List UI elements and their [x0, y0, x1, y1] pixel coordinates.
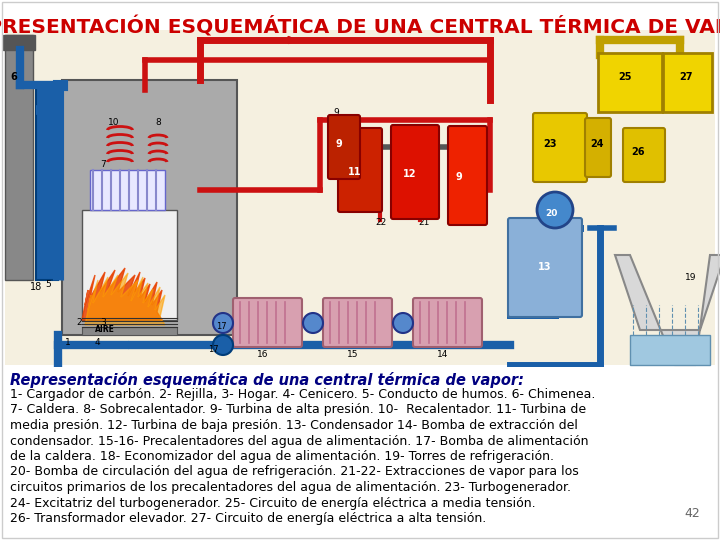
FancyBboxPatch shape — [448, 126, 487, 225]
Text: 24- Excitatriz del turbogenerador. 25- Circuito de energía eléctrica a media ten: 24- Excitatriz del turbogenerador. 25- C… — [10, 496, 536, 510]
Circle shape — [537, 192, 573, 228]
Text: AIRE: AIRE — [95, 325, 115, 334]
Text: 5: 5 — [45, 280, 50, 289]
Text: 23: 23 — [543, 139, 557, 149]
Text: 21: 21 — [418, 218, 429, 227]
Bar — [82, 327, 177, 335]
Text: 17: 17 — [216, 322, 227, 331]
FancyBboxPatch shape — [598, 53, 662, 112]
FancyBboxPatch shape — [391, 125, 439, 219]
FancyBboxPatch shape — [413, 298, 482, 347]
FancyBboxPatch shape — [328, 115, 360, 179]
Circle shape — [213, 313, 233, 333]
Text: 7- Caldera. 8- Sobrecalentador. 9- Turbina de alta presión. 10-  Recalentador. 1: 7- Caldera. 8- Sobrecalentador. 9- Turbi… — [10, 403, 586, 416]
Bar — [5, 367, 715, 535]
FancyBboxPatch shape — [338, 128, 382, 212]
Bar — [5, 35, 33, 280]
Circle shape — [213, 335, 233, 355]
Circle shape — [303, 313, 323, 333]
Text: 27: 27 — [679, 72, 693, 82]
FancyBboxPatch shape — [508, 218, 582, 317]
Bar — [36, 85, 58, 280]
Text: 15: 15 — [347, 350, 359, 359]
FancyBboxPatch shape — [663, 53, 712, 112]
Text: 19: 19 — [685, 273, 696, 282]
Text: 13: 13 — [538, 262, 552, 272]
Circle shape — [393, 313, 413, 333]
Polygon shape — [85, 273, 165, 325]
FancyBboxPatch shape — [623, 128, 665, 182]
Bar — [62, 80, 237, 335]
Text: 24: 24 — [590, 139, 603, 149]
Text: 18: 18 — [30, 282, 42, 292]
Polygon shape — [82, 268, 162, 320]
Bar — [3, 35, 35, 50]
Text: 2: 2 — [76, 318, 81, 327]
Text: REPRESENTACIÓN ESQUEMÁTICA DE UNA CENTRAL TÉRMICA DE VAPOR: REPRESENTACIÓN ESQUEMÁTICA DE UNA CENTRA… — [0, 17, 720, 38]
Text: 20- Bomba de circulación del agua de refrigeración. 21-22- Extracciones de vapor: 20- Bomba de circulación del agua de ref… — [10, 465, 579, 478]
Text: circuitos primarios de los precalentadores del agua de alimentación. 23- Turboge: circuitos primarios de los precalentador… — [10, 481, 571, 494]
Text: 7: 7 — [100, 160, 106, 169]
Text: 42: 42 — [684, 507, 700, 520]
FancyBboxPatch shape — [323, 298, 392, 347]
Text: 26: 26 — [631, 147, 644, 157]
Text: 25: 25 — [618, 72, 631, 82]
Text: 22: 22 — [375, 218, 386, 227]
Bar — [82, 210, 177, 320]
Text: 4: 4 — [95, 338, 101, 347]
Bar — [90, 170, 165, 210]
Text: 11: 11 — [358, 193, 369, 202]
Text: 1- Cargador de carbón. 2- Rejilla, 3- Hogar. 4- Cenicero. 5- Conducto de humos. : 1- Cargador de carbón. 2- Rejilla, 3- Ho… — [10, 388, 595, 401]
Text: 16: 16 — [257, 350, 269, 359]
Text: 9: 9 — [333, 108, 338, 117]
Text: 11: 11 — [348, 167, 361, 177]
FancyBboxPatch shape — [233, 298, 302, 347]
Text: media presión. 12- Turbina de baja presión. 13- Condensador 14- Bomba de extracc: media presión. 12- Turbina de baja presi… — [10, 419, 578, 432]
Text: 6: 6 — [10, 72, 17, 82]
Bar — [630, 335, 710, 365]
Text: 26- Transformador elevador. 27- Circuito de energía eléctrica a alta tensión.: 26- Transformador elevador. 27- Circuito… — [10, 512, 486, 525]
Text: 8: 8 — [155, 118, 161, 127]
Text: 9: 9 — [336, 139, 343, 149]
Text: 20: 20 — [545, 209, 557, 218]
Text: 14: 14 — [437, 350, 449, 359]
Text: 12: 12 — [403, 169, 416, 179]
Text: condensador. 15-16- Precalentadores del agua de alimentación. 17- Bomba de alime: condensador. 15-16- Precalentadores del … — [10, 435, 588, 448]
FancyBboxPatch shape — [5, 30, 715, 365]
Text: 17: 17 — [208, 345, 219, 354]
FancyBboxPatch shape — [533, 113, 587, 182]
Text: 9: 9 — [455, 172, 462, 182]
Text: 12: 12 — [415, 193, 426, 202]
Text: de la caldera. 18- Economizador del agua de alimentación. 19- Torres de refriger: de la caldera. 18- Economizador del agua… — [10, 450, 554, 463]
Polygon shape — [615, 255, 720, 365]
Text: Representación esquemática de una central térmica de vapor:: Representación esquemática de una centra… — [10, 372, 524, 388]
Text: 1: 1 — [65, 338, 71, 347]
FancyBboxPatch shape — [585, 118, 611, 177]
Text: 3: 3 — [100, 318, 106, 327]
Text: 10: 10 — [108, 118, 120, 127]
